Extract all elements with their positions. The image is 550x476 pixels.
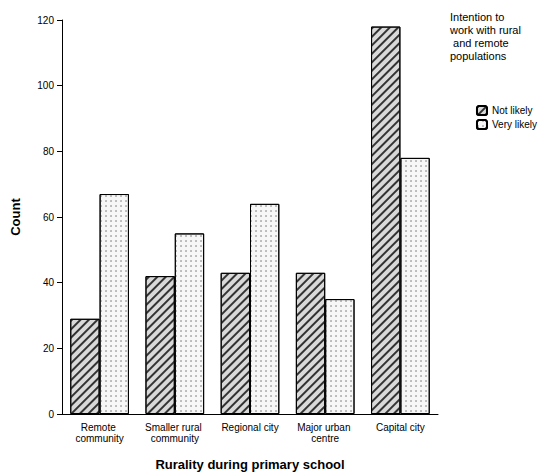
svg-text:Count: Count xyxy=(8,198,23,236)
svg-text:Smaller rural: Smaller rural xyxy=(145,422,204,433)
svg-text:Intention to: Intention to xyxy=(450,11,508,23)
svg-text:and remote: and remote xyxy=(450,37,512,49)
svg-text:Very likely: Very likely xyxy=(492,119,537,130)
svg-text:Not likely: Not likely xyxy=(492,105,533,116)
svg-text:20: 20 xyxy=(43,343,55,354)
svg-text:80: 80 xyxy=(43,146,55,157)
svg-text:Regional city: Regional city xyxy=(221,422,278,433)
svg-text:Remote: Remote xyxy=(81,422,119,433)
svg-text:community: community xyxy=(75,433,123,444)
svg-text:100: 100 xyxy=(37,80,54,91)
svg-text:populations: populations xyxy=(450,50,507,62)
svg-text:work with rural: work with rural xyxy=(449,24,521,36)
svg-text:120: 120 xyxy=(37,15,54,26)
svg-text:40: 40 xyxy=(43,277,55,288)
svg-text:Rurality during primary school: Rurality during primary school xyxy=(155,457,344,472)
svg-text:0: 0 xyxy=(48,409,54,420)
svg-text:Capital city: Capital city xyxy=(376,422,425,433)
svg-text:60: 60 xyxy=(43,212,55,223)
svg-text:community: community xyxy=(151,433,199,444)
svg-text:Major urban: Major urban xyxy=(297,422,353,433)
svg-text:centre: centre xyxy=(311,433,339,444)
